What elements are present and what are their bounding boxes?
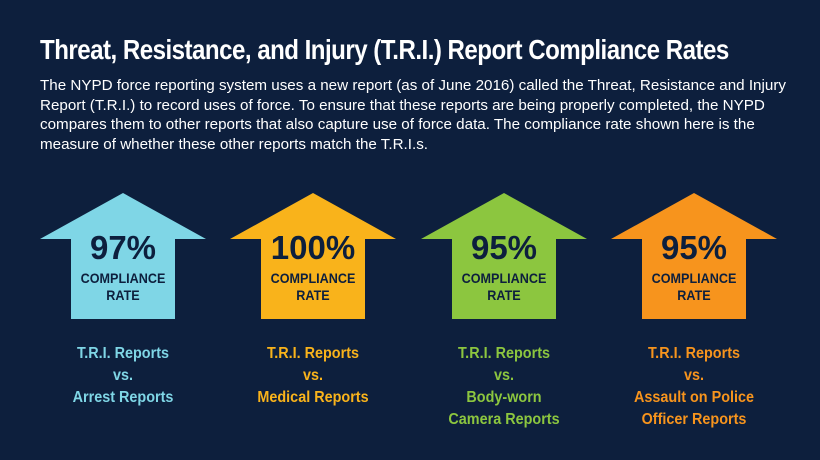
caption-line: vs.	[683, 367, 705, 384]
caption-line: Camera Reports	[448, 411, 560, 428]
caption-line: Body-worn	[466, 389, 542, 406]
compliance-card-body-worn-camera: 95% COMPLIANCE RATE T.R.I. Reports vs. B…	[421, 193, 587, 428]
compliance-rate-value: 97%	[89, 229, 157, 266]
comparison-caption: T.R.I. Reports vs. Arrest Reports	[40, 343, 206, 409]
caption-line: Arrest Reports	[72, 389, 174, 406]
compliance-rate-value: 95%	[470, 229, 538, 266]
caption-line: Officer Reports	[641, 411, 747, 428]
caption-line: Assault on Police	[633, 389, 755, 406]
compliance-rate-value: 100%	[270, 229, 356, 266]
arrow-shape	[40, 193, 206, 319]
compliance-card-medical: 100% COMPLIANCE RATE T.R.I. Reports vs. …	[230, 193, 396, 423]
compliance-label: COMPLIANCE	[80, 270, 166, 286]
arrow-shape	[230, 193, 396, 319]
caption-line: T.R.I. Reports	[76, 345, 169, 362]
compliance-card-assault-on-police: 95% COMPLIANCE RATE T.R.I. Reports vs. A…	[611, 193, 777, 428]
caption-line: vs.	[112, 367, 134, 384]
arrow-shape	[611, 193, 777, 319]
comparison-caption: T.R.I. Reports vs. Medical Reports	[230, 343, 396, 409]
compliance-label: COMPLIANCE	[270, 270, 356, 286]
compliance-label: COMPLIANCE	[461, 270, 547, 286]
up-arrow-icon	[421, 193, 587, 319]
caption-line: T.R.I. Reports	[457, 345, 550, 362]
compliance-label: COMPLIANCE	[651, 270, 737, 286]
compliance-rate-value: 95%	[660, 229, 728, 266]
up-arrow-icon	[230, 193, 396, 319]
rate-label: RATE	[487, 287, 521, 303]
comparison-caption: T.R.I. Reports vs. Assault on Police Off…	[611, 343, 777, 431]
rate-label: RATE	[677, 287, 711, 303]
rate-label: RATE	[106, 287, 140, 303]
arrow-shape	[421, 193, 587, 319]
caption-line: T.R.I. Reports	[647, 345, 740, 362]
caption-line: T.R.I. Reports	[266, 345, 359, 362]
page-title: Threat, Resistance, and Injury (T.R.I.) …	[40, 34, 729, 65]
caption-line: Medical Reports	[257, 389, 369, 406]
up-arrow-icon	[611, 193, 777, 319]
up-arrow-icon	[40, 193, 206, 319]
caption-line: vs.	[493, 367, 515, 384]
intro-paragraph: The NYPD force reporting system uses a n…	[40, 77, 786, 153]
compliance-card-arrest: 97% COMPLIANCE RATE T.R.I. Reports vs. A…	[40, 193, 206, 423]
comparison-caption: T.R.I. Reports vs. Body-worn Camera Repo…	[421, 343, 587, 431]
caption-line: vs.	[302, 367, 324, 384]
rate-label: RATE	[296, 287, 330, 303]
